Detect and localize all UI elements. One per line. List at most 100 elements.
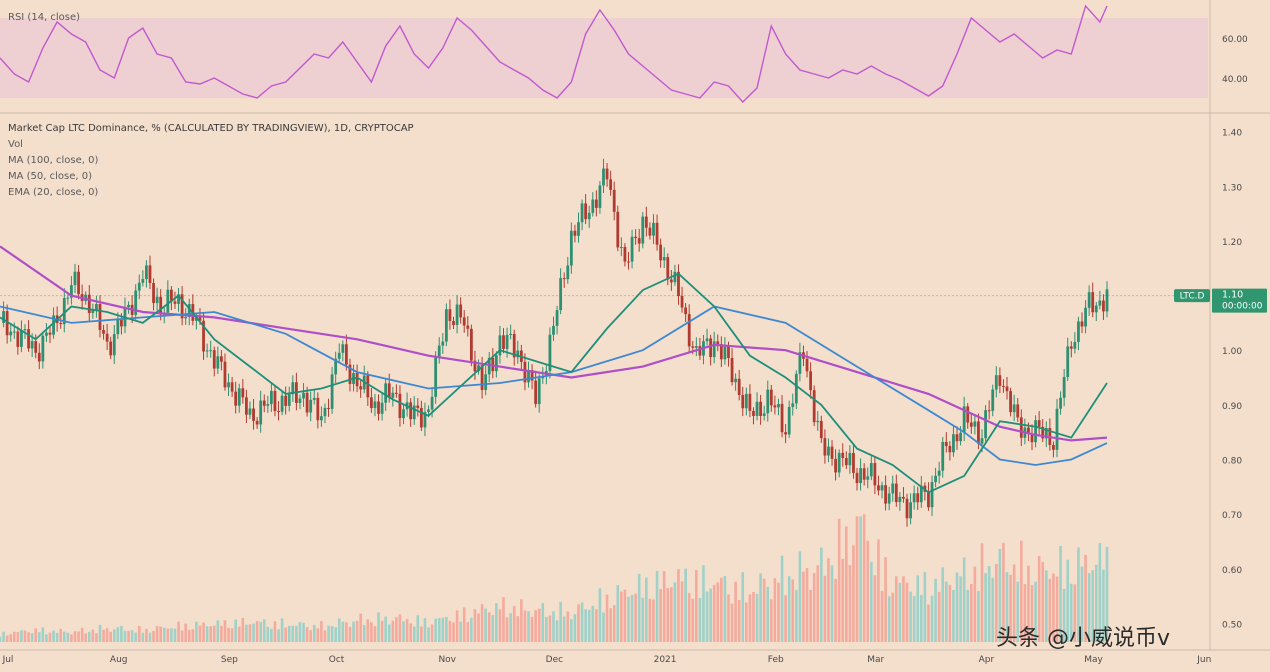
candle-body <box>848 452 852 466</box>
candle-body <box>127 304 130 308</box>
volume-bar <box>305 627 309 642</box>
candle-body <box>680 296 684 308</box>
volume-bar <box>355 620 359 642</box>
volume-bar <box>580 602 584 642</box>
candle-body <box>887 493 891 504</box>
volume-bar <box>784 595 787 642</box>
candle-body <box>784 432 788 435</box>
volume-bar <box>223 620 227 642</box>
candle-body <box>684 307 688 315</box>
volume-bar <box>620 591 623 642</box>
candle-body <box>716 341 720 344</box>
candle-body <box>109 341 113 356</box>
volume-bar <box>252 623 255 642</box>
candle-body <box>341 344 345 353</box>
candle-body <box>905 498 909 519</box>
volume-bar <box>934 578 937 642</box>
candle-body <box>330 374 334 409</box>
candle-body <box>394 392 398 394</box>
candle-body <box>316 397 320 421</box>
candle-body <box>444 309 448 342</box>
volume-bar <box>627 596 630 642</box>
candle-body <box>712 341 716 358</box>
candle-body <box>98 303 102 330</box>
volume-bar <box>502 597 505 642</box>
volume-bar <box>370 622 373 642</box>
candle-body <box>752 410 755 416</box>
candle-body <box>255 420 259 425</box>
candle-body <box>934 475 937 483</box>
volume-bar <box>487 612 491 642</box>
candle-body <box>587 212 591 220</box>
volume-bar <box>637 573 641 642</box>
candle-body <box>384 383 388 403</box>
candle-body <box>416 405 420 408</box>
volume-bar <box>770 599 773 642</box>
candle-body <box>441 341 445 346</box>
volume-bar <box>466 622 470 642</box>
volume-bar <box>220 625 223 642</box>
volume-bar <box>91 629 95 642</box>
volume-bar <box>1034 581 1037 642</box>
candle-body <box>927 491 930 508</box>
candle-body <box>366 375 370 398</box>
volume-bar <box>491 615 495 642</box>
volume-bar <box>230 628 234 642</box>
candle-body <box>459 304 463 318</box>
volume-bar <box>55 632 59 642</box>
candle-body <box>998 375 1002 386</box>
price-tick-label: 0.50 <box>1222 620 1242 630</box>
volume-bar <box>341 621 345 642</box>
candle-body <box>116 320 120 335</box>
volume-bar <box>120 626 123 642</box>
volume-bar <box>295 625 298 642</box>
candle-body <box>584 203 588 220</box>
volume-bar <box>812 572 816 642</box>
volume-bar <box>77 631 80 642</box>
candle-body <box>430 396 434 410</box>
volume-bar <box>752 592 755 642</box>
volume-bar <box>705 591 709 642</box>
volume-bar <box>1077 547 1080 642</box>
volume-bar <box>587 609 591 642</box>
volume-bar <box>670 587 673 642</box>
candle-body <box>70 285 73 298</box>
volume-bar <box>384 616 387 642</box>
volume-bar <box>470 617 473 642</box>
candle-body <box>987 410 991 412</box>
candle-body <box>602 168 605 186</box>
candle-body <box>27 329 30 349</box>
candle-body <box>16 331 20 347</box>
volume-bar <box>916 575 920 642</box>
candle-body <box>673 271 677 283</box>
volume-bar <box>270 628 273 642</box>
volume-bar <box>1066 559 1070 642</box>
candle-body <box>484 374 488 390</box>
candle-body <box>580 203 584 223</box>
volume-bar <box>537 608 541 642</box>
volume-bar <box>691 598 695 642</box>
candle-body <box>427 409 430 413</box>
volume-bar <box>659 589 662 642</box>
volume-bar <box>559 601 562 642</box>
volume-bar <box>541 603 545 642</box>
candle-body <box>59 322 63 325</box>
volume-bar <box>712 584 716 642</box>
volume-bar <box>645 577 648 642</box>
volume-bar <box>887 596 891 642</box>
volume-bar <box>323 630 327 642</box>
candle-body <box>1044 428 1048 439</box>
candle-body <box>952 434 955 453</box>
volume-bar <box>9 634 13 642</box>
volume-bar <box>1023 584 1027 642</box>
volume-bar <box>441 617 445 642</box>
candle-body <box>369 397 373 409</box>
candle-body <box>319 416 323 421</box>
candle-body <box>280 395 284 412</box>
volume-bar <box>237 626 241 642</box>
volume-bar <box>584 609 587 642</box>
candle-body <box>494 355 498 372</box>
ma50-line <box>0 305 1108 466</box>
volume-bar <box>959 576 962 642</box>
candle-body <box>691 346 695 348</box>
